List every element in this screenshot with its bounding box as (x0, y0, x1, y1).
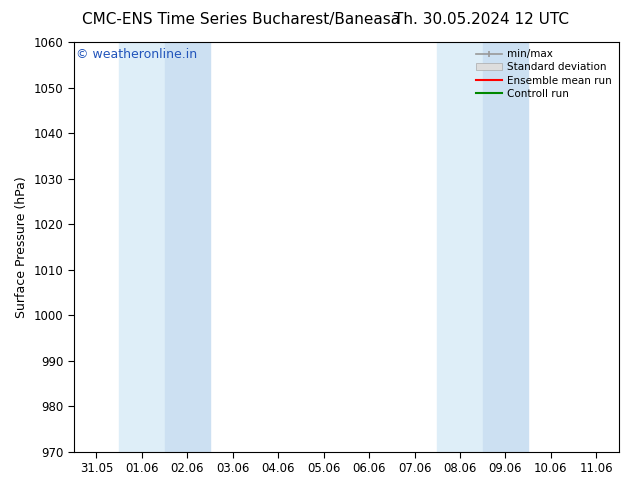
Bar (482, 42, 528, 452)
Text: CMC-ENS Time Series Bucharest/Baneasa: CMC-ENS Time Series Bucharest/Baneasa (82, 12, 400, 27)
Legend: min/max, Standard deviation, Ensemble mean run, Controll run: min/max, Standard deviation, Ensemble me… (472, 45, 616, 103)
Text: © weatheronline.in: © weatheronline.in (77, 48, 198, 61)
Bar (165, 42, 210, 452)
Y-axis label: Surface Pressure (hPa): Surface Pressure (hPa) (15, 176, 28, 318)
Text: Th. 30.05.2024 12 UTC: Th. 30.05.2024 12 UTC (394, 12, 569, 27)
Bar (437, 42, 482, 452)
Bar (119, 42, 165, 452)
